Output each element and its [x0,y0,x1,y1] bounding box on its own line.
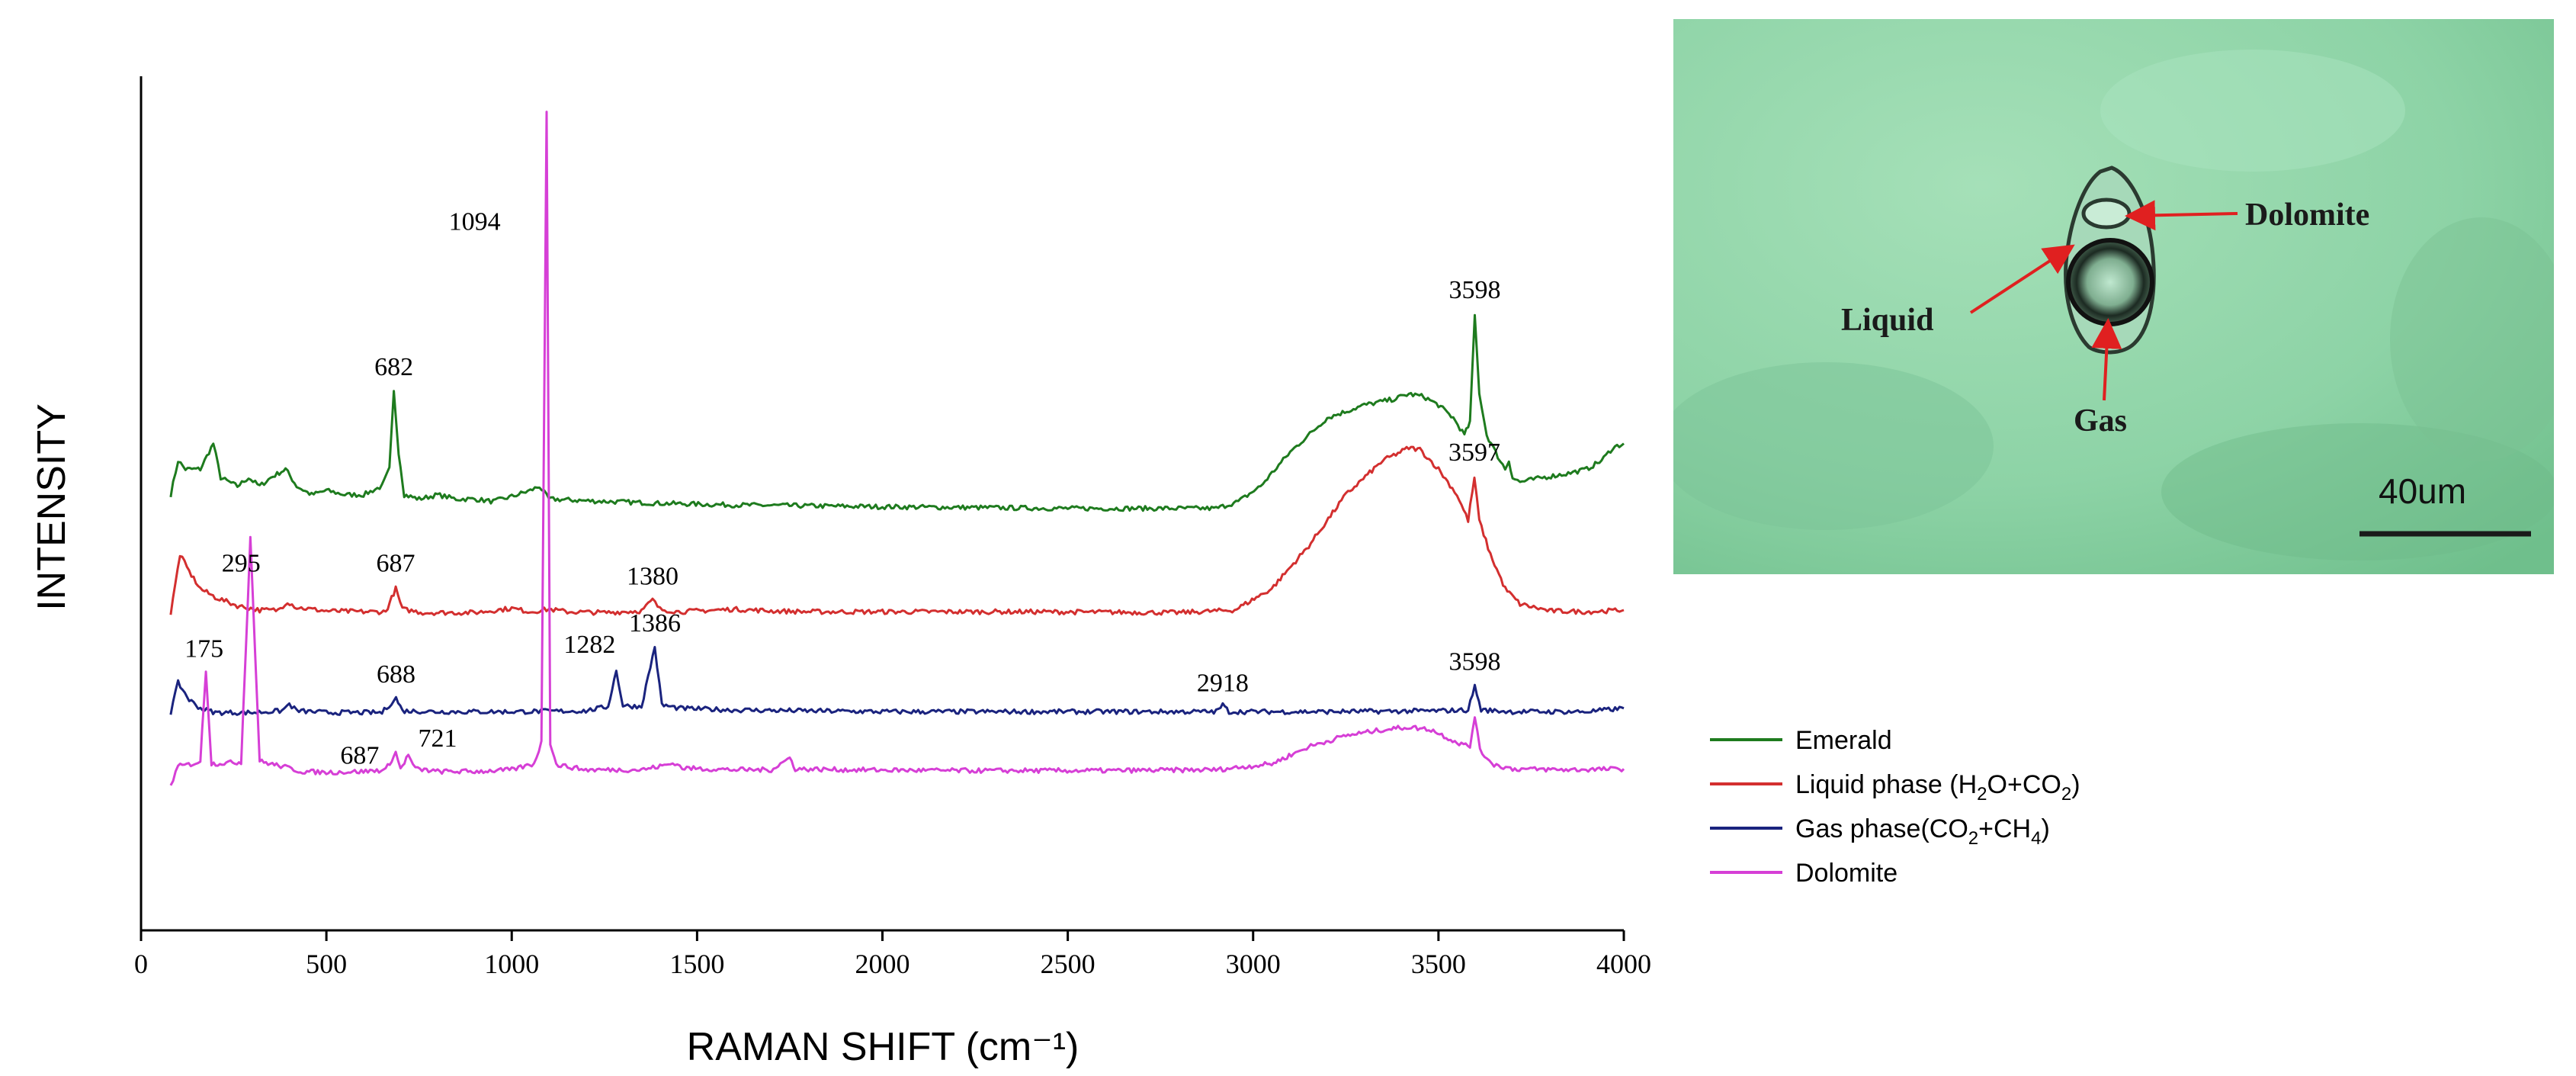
x-tick-label: 4000 [1596,949,1651,979]
scale-bar-label: 40um [2379,471,2466,511]
texture-blob [2390,217,2554,461]
legend-label: Dolomite [1795,859,1898,888]
x-tick-label: 1000 [484,949,539,979]
peak-label: 1094 [449,208,501,236]
liquid-label: Liquid [1841,303,1933,338]
micrograph-image: Dolomite Liquid Gas 40um [1673,19,2554,574]
x-tick-label: 2500 [1041,949,1096,979]
x-tick-label: 3000 [1226,949,1281,979]
x-axis-title: RAMAN SHIFT (cm⁻¹) [687,1025,1079,1069]
series-line-dolomite [169,111,1625,786]
peak-label: 1380 [627,562,678,590]
peak-label: 687 [340,742,379,770]
texture-blob [2100,50,2405,172]
x-tick-label: 1500 [669,949,724,979]
series-line-emerald [169,313,1625,512]
peak-label: 2918 [1197,669,1249,697]
plot-area [169,111,1625,786]
peak-label: 3597 [1448,438,1500,467]
legend: Emerald Liquid phase (H2O+CO2) Gas phase(C… [1710,726,2080,888]
liquid-arrow [1969,244,2075,314]
peak-label: 687 [377,550,415,578]
peak-label: 3598 [1449,647,1501,676]
peak-label: 721 [419,724,457,753]
gas-arrow [2091,318,2122,401]
series-line-gas [169,646,1625,716]
x-tick-label: 3500 [1411,949,1466,979]
gas-label: Gas [2074,403,2127,438]
x-tick-label: 500 [306,949,347,979]
texture-blob [2161,423,2554,560]
peak-label: 682 [374,353,413,381]
axes: 0 500 1000 1500 2000 2500 3000 3500 4000 [134,76,1651,979]
legend-label: Liquid phase (H2O+CO2) [1795,770,2080,805]
gas-bubble [2066,238,2154,326]
inclusion-micrograph: Dolomite Liquid Gas 40um [1673,19,2554,574]
dolomite-label: Dolomite [2245,198,2369,233]
peak-label: 295 [222,550,261,578]
x-tick-label: 2000 [855,949,910,979]
y-axis-title: INTENSITY [30,403,74,611]
peak-labels: 682 3598 1094 3597 687 1380 295 175 1386 688 1282 2… [184,208,1500,770]
peak-label: 1386 [629,609,681,638]
peak-label: 1282 [563,631,615,659]
legend-label: Emerald [1795,726,1892,755]
peak-label: 175 [184,635,223,663]
texture-blob [1673,362,1994,530]
dolomite-crystal [2081,198,2132,230]
series-line-liquid [169,445,1625,616]
peak-label: 688 [377,660,415,689]
legend-label: Gas phase(CO2+CH4) [1795,814,2050,849]
x-tick-label: 0 [134,949,148,979]
peak-label: 3598 [1449,276,1501,304]
dolomite-arrow [2125,200,2238,231]
